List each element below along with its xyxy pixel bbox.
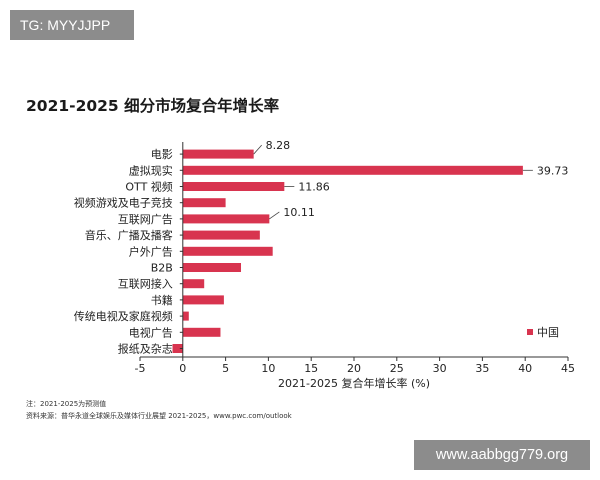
watermark-tag: TG: MYYJJPP bbox=[10, 10, 134, 40]
legend: 中国 bbox=[527, 326, 559, 339]
site-badge: www.aabbgg779.org bbox=[414, 440, 590, 470]
data-label: 8.28 bbox=[266, 139, 291, 152]
bar bbox=[182, 198, 226, 208]
bar bbox=[182, 327, 221, 337]
data-label-leader bbox=[269, 211, 280, 220]
bar bbox=[182, 279, 205, 289]
x-tick-label: 10 bbox=[261, 362, 275, 375]
category-label: 报纸及杂志 bbox=[118, 342, 173, 356]
data-label: 11.86 bbox=[298, 181, 330, 194]
bar bbox=[182, 295, 224, 305]
legend-label: 中国 bbox=[537, 326, 559, 339]
legend-swatch bbox=[527, 329, 533, 335]
bars-group bbox=[172, 149, 523, 353]
x-axis-title: 2021-2025 复合年增长率 (%) bbox=[278, 376, 430, 390]
category-label: 互联网广告 bbox=[118, 213, 173, 226]
bar bbox=[182, 246, 273, 256]
bar bbox=[182, 311, 189, 321]
category-label: 户外广告 bbox=[129, 244, 173, 258]
bar bbox=[172, 344, 183, 353]
x-tick-label: 40 bbox=[518, 362, 532, 375]
x-tick-label: 30 bbox=[433, 362, 447, 375]
bar bbox=[182, 182, 285, 191]
category-label: B2B bbox=[151, 262, 173, 275]
x-tick-label: 15 bbox=[304, 362, 318, 375]
category-label: 互联网接入 bbox=[118, 278, 173, 291]
category-label: 音乐、广播及播客 bbox=[85, 228, 173, 242]
data-label: 39.73 bbox=[537, 164, 569, 177]
estimate-note: 注：2021-2025为预测值 bbox=[26, 400, 107, 408]
bar bbox=[182, 263, 242, 272]
data-label: 10.11 bbox=[283, 206, 315, 219]
x-tick-label: 35 bbox=[475, 362, 489, 375]
x-tick-label: 5 bbox=[222, 362, 229, 375]
x-tick-label: 0 bbox=[179, 362, 186, 375]
x-tick-labels-group: -5 0 5 10 15 20 25 30 35 40 45 bbox=[135, 357, 575, 375]
category-label: OTT 视频 bbox=[125, 180, 172, 194]
x-tick-label: 25 bbox=[390, 362, 404, 375]
data-labels-group: 8.28 39.73 11.86 10.11 bbox=[253, 139, 569, 220]
category-label: 电影 bbox=[151, 148, 173, 161]
x-tick-label: 20 bbox=[347, 362, 361, 375]
x-tick-label: 45 bbox=[561, 362, 575, 375]
bar bbox=[182, 149, 254, 159]
category-label: 视频游戏及电子竞技 bbox=[74, 196, 173, 210]
bar bbox=[182, 165, 523, 175]
source-note: 资料来源：普华永道全球娱乐及媒体行业展望 2021-2025，www.pwc.c… bbox=[26, 412, 292, 420]
category-label: 电视广告 bbox=[129, 325, 173, 339]
bar bbox=[182, 214, 270, 224]
x-tick-label: -5 bbox=[135, 362, 146, 375]
bar bbox=[182, 230, 260, 240]
chart-title: 2021-2025 细分市场复合年增长率 bbox=[26, 97, 280, 115]
data-label-leader bbox=[253, 144, 262, 155]
category-label: 传统电视及家庭视频 bbox=[74, 309, 173, 323]
category-label: 书籍 bbox=[151, 293, 173, 307]
category-label: 虚拟现实 bbox=[129, 163, 173, 177]
